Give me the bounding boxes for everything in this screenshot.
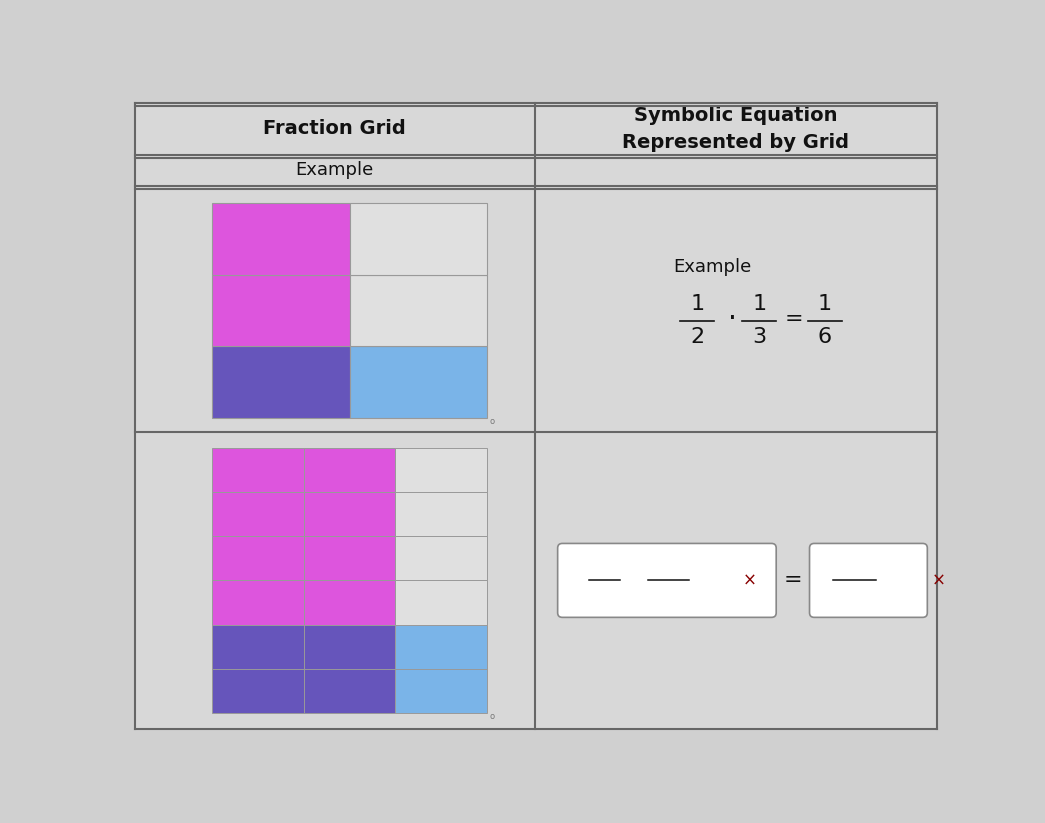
Polygon shape (350, 346, 487, 418)
FancyBboxPatch shape (558, 543, 776, 617)
Text: o: o (489, 713, 494, 722)
Polygon shape (350, 202, 487, 275)
Polygon shape (212, 580, 304, 625)
Text: 4: 4 (599, 555, 611, 575)
Text: 3: 3 (752, 328, 766, 347)
Polygon shape (304, 448, 395, 492)
Text: Fraction Grid: Fraction Grid (263, 119, 407, 138)
Polygon shape (212, 669, 304, 714)
Text: 6: 6 (818, 328, 832, 347)
Text: 60: 60 (841, 586, 867, 606)
Text: o: o (489, 417, 494, 426)
Text: 1: 1 (752, 294, 766, 314)
Text: 4: 4 (847, 555, 861, 575)
Polygon shape (212, 536, 304, 580)
Polygon shape (212, 448, 304, 492)
Polygon shape (395, 492, 487, 536)
Text: 6: 6 (598, 586, 611, 606)
Polygon shape (350, 275, 487, 346)
Polygon shape (212, 625, 304, 669)
Text: Symbolic Equation
Represented by Grid: Symbolic Equation Represented by Grid (623, 106, 850, 151)
Text: Example: Example (296, 161, 374, 179)
Text: ·: · (727, 305, 737, 333)
Text: ×: × (931, 571, 945, 589)
Text: 4: 4 (661, 555, 675, 575)
Polygon shape (304, 536, 395, 580)
Polygon shape (304, 669, 395, 714)
Text: =: = (784, 570, 803, 590)
Polygon shape (395, 580, 487, 625)
Text: Example: Example (674, 258, 751, 276)
Polygon shape (395, 448, 487, 492)
Polygon shape (135, 103, 936, 155)
Text: =: = (785, 309, 804, 329)
Text: 2: 2 (690, 328, 704, 347)
Polygon shape (304, 492, 395, 536)
Polygon shape (135, 432, 936, 728)
Text: 1: 1 (690, 294, 704, 314)
Polygon shape (135, 186, 936, 432)
Text: 1: 1 (818, 294, 832, 314)
Polygon shape (212, 202, 350, 275)
Text: 10: 10 (655, 586, 681, 606)
FancyBboxPatch shape (810, 543, 927, 617)
Polygon shape (212, 346, 350, 418)
Text: ·: · (630, 567, 638, 591)
Polygon shape (395, 625, 487, 669)
Text: ×: × (743, 571, 757, 589)
Polygon shape (135, 155, 936, 186)
Polygon shape (395, 669, 487, 714)
Polygon shape (395, 536, 487, 580)
Polygon shape (212, 275, 350, 346)
Polygon shape (304, 580, 395, 625)
Polygon shape (212, 492, 304, 536)
Polygon shape (304, 625, 395, 669)
